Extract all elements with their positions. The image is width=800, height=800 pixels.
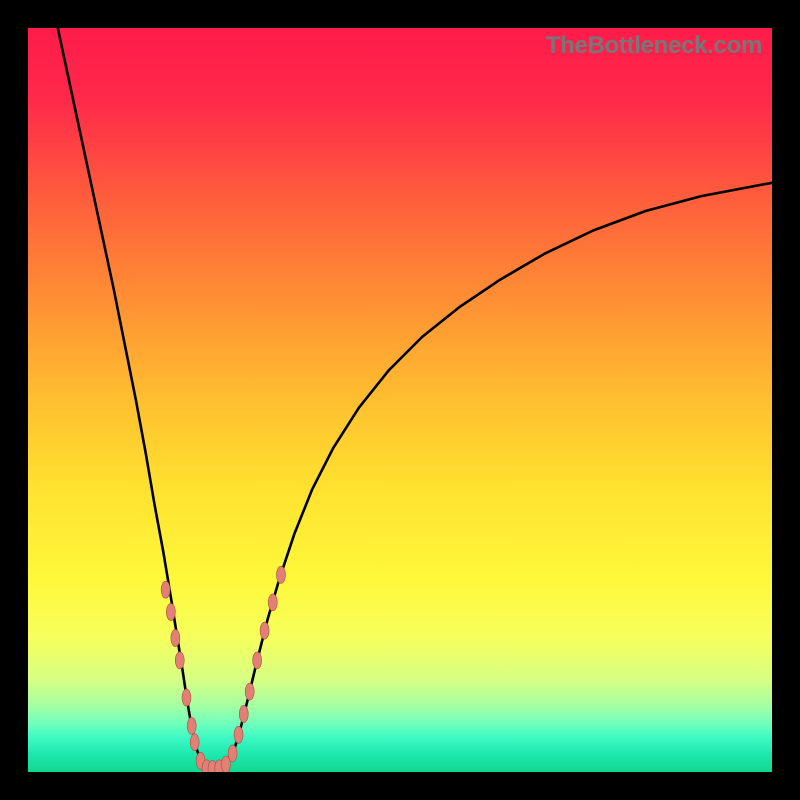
data-marker — [260, 622, 269, 639]
data-marker — [161, 581, 170, 598]
data-marker — [182, 689, 191, 706]
data-marker — [166, 604, 175, 621]
data-marker — [276, 566, 285, 583]
data-marker — [175, 652, 184, 669]
plot-area: TheBottleneck.com — [28, 28, 772, 772]
data-marker — [234, 726, 243, 743]
data-marker — [239, 705, 248, 722]
data-marker — [190, 734, 199, 751]
data-marker — [228, 745, 237, 762]
gradient-background — [28, 28, 772, 772]
chart-svg — [28, 28, 772, 772]
data-marker — [268, 594, 277, 611]
data-marker — [171, 630, 180, 647]
data-marker — [187, 717, 196, 734]
data-marker — [253, 652, 262, 669]
chart-frame: TheBottleneck.com — [0, 0, 800, 800]
data-marker — [245, 683, 254, 700]
